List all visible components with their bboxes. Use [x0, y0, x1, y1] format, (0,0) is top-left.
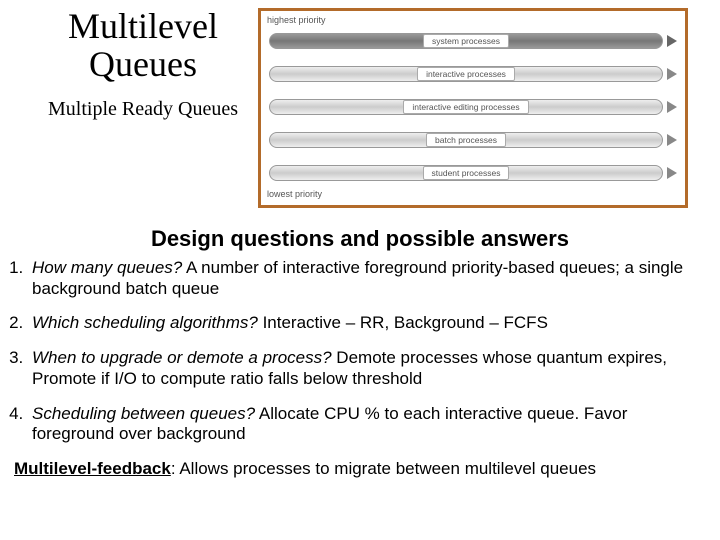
queue-row: batch processes: [269, 130, 677, 150]
header-row: Multilevel Queues Multiple Ready Queues …: [0, 0, 720, 212]
queue-row: interactive editing processes: [269, 97, 677, 117]
queue-bar: batch processes: [269, 132, 663, 148]
arrow-right-icon: [667, 134, 677, 146]
queue-label: interactive editing processes: [403, 100, 528, 114]
queue-bar: interactive processes: [269, 66, 663, 82]
queue-rows: system processes interactive processes int…: [267, 27, 679, 187]
footer-lead: Multilevel-feedback: [14, 459, 171, 478]
highest-priority-label: highest priority: [267, 15, 679, 25]
questions-list: How many queues? A number of interactive…: [0, 258, 720, 445]
arrow-right-icon: [667, 68, 677, 80]
footer-line: Multilevel-feedback: Allows processes to…: [0, 459, 720, 479]
queue-label: interactive processes: [417, 67, 515, 81]
queue-diagram: highest priority system processes interac…: [258, 8, 688, 208]
main-title: Multilevel Queues: [28, 8, 258, 84]
arrow-right-icon: [667, 167, 677, 179]
question-lead: How many queues?: [32, 258, 182, 277]
question-item: Scheduling between queues? Allocate CPU …: [28, 404, 698, 445]
queue-bar: system processes: [269, 33, 663, 49]
queue-label: batch processes: [426, 133, 506, 147]
section-heading: Design questions and possible answers: [0, 226, 720, 252]
queue-bar: interactive editing processes: [269, 99, 663, 115]
question-item: Which scheduling algorithms? Interactive…: [28, 313, 698, 334]
arrow-right-icon: [667, 35, 677, 47]
question-lead: When to upgrade or demote a process?: [32, 348, 332, 367]
title-block: Multilevel Queues Multiple Ready Queues: [28, 8, 258, 120]
queue-row: system processes: [269, 31, 677, 51]
queue-row: student processes: [269, 163, 677, 183]
lowest-priority-label: lowest priority: [267, 189, 679, 199]
question-answer: Interactive – RR, Background – FCFS: [258, 313, 548, 332]
arrow-right-icon: [667, 101, 677, 113]
queue-label: system processes: [423, 34, 509, 48]
question-item: When to upgrade or demote a process? Dem…: [28, 348, 698, 389]
queue-label: student processes: [423, 166, 510, 180]
question-lead: Scheduling between queues?: [32, 404, 255, 423]
footer-rest: : Allows processes to migrate between mu…: [171, 459, 596, 478]
question-lead: Which scheduling algorithms?: [32, 313, 258, 332]
question-item: How many queues? A number of interactive…: [28, 258, 698, 299]
queue-row: interactive processes: [269, 64, 677, 84]
queue-bar: student processes: [269, 165, 663, 181]
subtitle: Multiple Ready Queues: [28, 98, 258, 120]
